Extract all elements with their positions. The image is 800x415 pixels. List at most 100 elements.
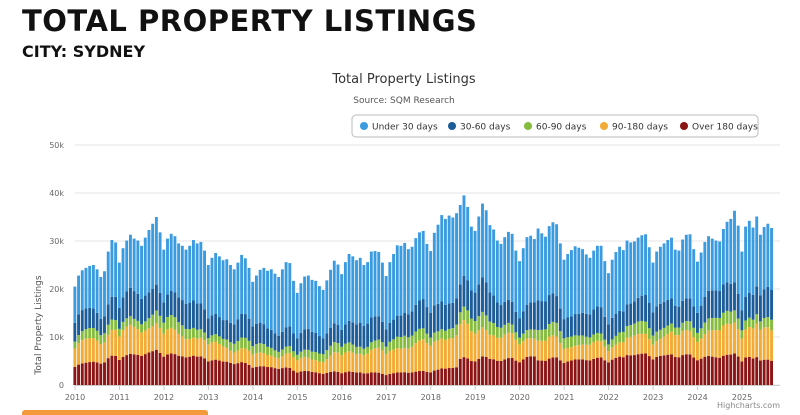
bar-segment [280,269,284,332]
bar-segment [284,327,288,347]
bar-segment [603,339,607,347]
bar-segment [588,344,592,361]
bar-segment [607,324,610,345]
bar-segment [707,318,710,331]
bar-segment [406,249,410,315]
bar-segment [340,355,344,374]
bar-segment [203,309,206,333]
bar-segment [214,334,218,342]
bar-segment [744,296,748,321]
bar-segment [718,317,722,331]
bar-segment [506,299,510,323]
bar-segment [503,359,507,385]
bar-segment [421,230,425,300]
bar-segment [247,350,251,365]
bar-segment [725,323,729,355]
bar-segment [569,347,573,361]
bar-segment [551,321,555,336]
bar-segment [481,277,484,312]
bar-segment [510,358,514,385]
bar-segment [488,358,492,385]
bar-segment [180,325,184,337]
bar-segment [529,235,533,303]
bar-segment [733,310,736,323]
bar-segment [125,326,129,356]
legend-label: 90-180 days [612,123,668,133]
bar-segment [762,327,766,360]
bar-segment [325,350,329,360]
bar-segment [632,355,636,385]
bar-segment [632,241,636,302]
bar-segment [536,330,540,341]
bar-segment [340,329,344,347]
bar-segment [329,345,332,356]
bar-segment [395,372,399,385]
bar-segment [225,259,229,321]
bar-segment [188,329,192,340]
bar-segment [506,358,510,385]
bar-segment [410,335,414,347]
bar-segment [455,324,458,336]
bar-segment [443,368,447,385]
bar-segment [399,315,403,337]
bar-segment [521,341,525,360]
bar-segment [199,337,203,357]
bar-segment [254,275,258,324]
bar-segment [595,245,599,307]
bar-segment [532,239,536,303]
bar-segment [177,333,181,356]
x-tick-label: 2017 [376,393,396,402]
bar-segment [621,250,625,312]
bar-segment [440,215,444,302]
bar-segment [355,346,358,355]
bar-segment [336,343,340,353]
bar-segment [662,301,666,328]
bar-segment [136,240,140,294]
bar-segment [525,330,529,339]
bar-segment [166,316,169,330]
bar-segment [514,250,518,312]
bar-segment [640,295,644,321]
bar-segment [673,356,677,385]
bar-segment [736,318,740,329]
bar-segment [299,357,303,372]
bar-segment [644,333,647,354]
bar-segment [692,357,696,385]
bar-segment [640,235,644,296]
bar-segment [688,321,692,331]
bar-segment [588,337,592,345]
bar-segment [399,245,403,316]
bar-segment [577,359,581,385]
bar-segment [518,337,521,345]
bar-segment [343,372,347,385]
bar-segment [380,342,384,351]
bar-segment [443,330,447,340]
bar-segment [299,371,303,385]
bar-segment [495,240,499,303]
bar-segment [510,333,514,358]
bar-segment [607,362,610,385]
bar-segment [121,321,125,331]
bar-segment [184,249,188,304]
bar-segment [443,339,447,369]
bar-segment [225,361,229,385]
bar-segment [284,367,288,385]
bar-segment [125,355,129,385]
bar-segment [103,316,106,334]
bar-segment [440,368,444,385]
bar-segment [88,328,92,339]
bar-segment [670,298,673,324]
bar-segment [373,251,377,317]
bar-segment [666,325,670,335]
bar-segment [436,331,440,341]
bar-segment [125,291,129,319]
bar-segment [403,372,407,385]
bar-segment [266,270,269,329]
bar-segment [562,259,566,320]
bar-segment [566,347,570,362]
bar-segment [243,314,247,338]
bar-segment [525,304,529,331]
bar-segment [721,325,725,356]
bar-segment [329,372,332,385]
bar-segment [599,245,603,308]
